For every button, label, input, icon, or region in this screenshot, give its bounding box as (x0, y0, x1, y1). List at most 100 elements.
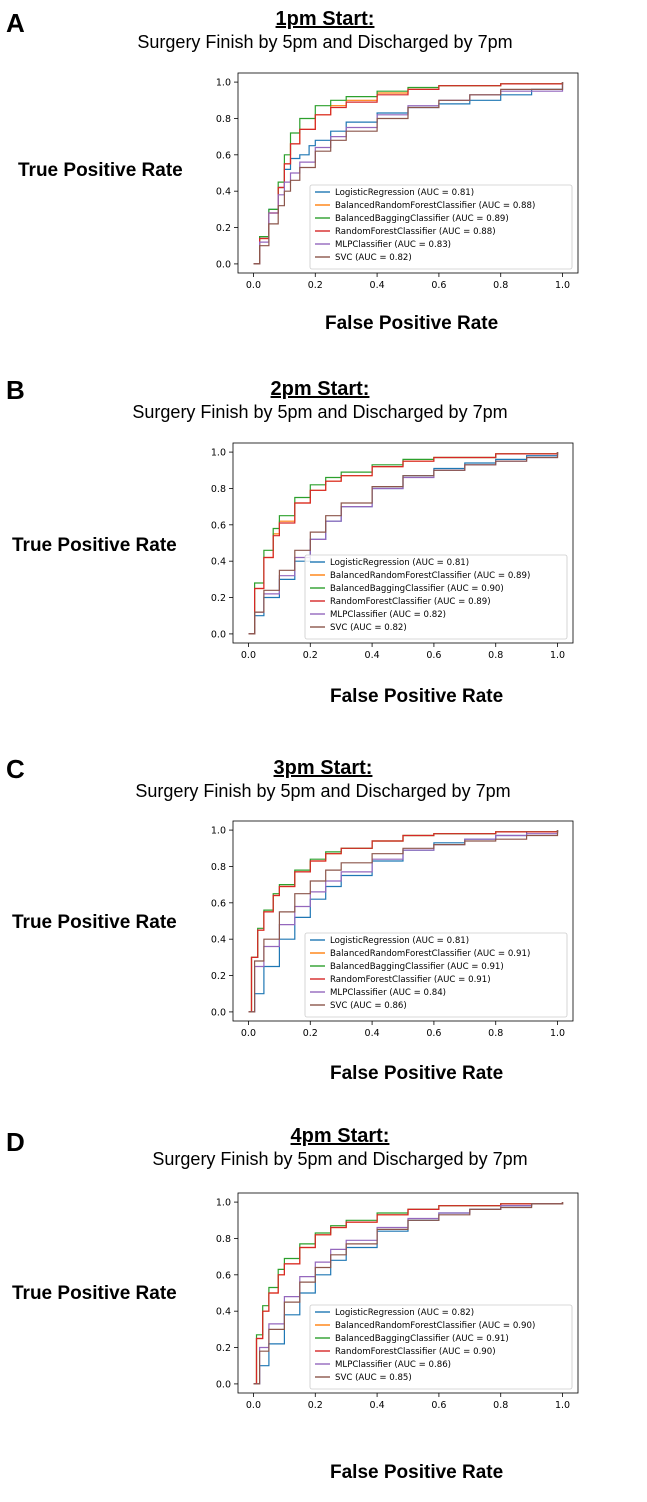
panel-title: 1pm Start: (275, 8, 375, 30)
legend-entry: BalancedRandomForestClassifier (AUC = 0.… (330, 571, 530, 581)
legend-box (304, 932, 568, 1018)
legend-box (304, 554, 568, 640)
panel-letter: B (6, 375, 25, 405)
panel-letter: D (6, 1127, 25, 1157)
x-axis-label: False Positive Rate (330, 1063, 504, 1084)
legend-entry: LogisticRegression (AUC = 0.81) (330, 558, 469, 568)
x-tick-label: 0.6 (431, 280, 446, 291)
x-tick-label: 0.4 (365, 650, 380, 661)
legend-entry: BalancedRandomForestClassifier (AUC = 0.… (335, 201, 535, 211)
roc-curve (253, 82, 564, 265)
x-tick-label: 0.2 (308, 280, 323, 291)
x-axis-label: False Positive Rate (325, 313, 499, 334)
x-tick-label: 0.4 (365, 1028, 380, 1039)
roc-plot: 0.0 0.2 0.4 0.6 0.8 1.0 0.0 0.2 0.4 0.6 0.8 1.0 Logi… (211, 820, 574, 1039)
x-tick-label: 1.0 (550, 1028, 565, 1039)
roc-curve (253, 1202, 564, 1385)
legend-entry: RandomForestClassifier (AUC = 0.91) (330, 975, 491, 985)
y-tick-label: 0.0 (211, 629, 226, 640)
legend-box (309, 184, 573, 270)
y-tick-label: 0.4 (216, 187, 231, 198)
legend-box (309, 1304, 573, 1390)
y-tick-label: 0.6 (216, 1270, 231, 1281)
y-tick-label: 0.6 (211, 520, 226, 531)
y-tick-label: 0.8 (211, 862, 226, 873)
panel-title-block: 1pm Start: Surgery Finish by 5pm and Dis… (85, 8, 565, 54)
y-tick-label: 0.2 (216, 1343, 231, 1354)
x-tick-label: 0.8 (488, 650, 503, 661)
panel-subtitle: Surgery Finish by 5pm and Discharged by … (137, 32, 513, 52)
y-axis-label: True Positive Rate (18, 160, 183, 181)
roc-curve (248, 830, 559, 1013)
legend-entry: SVC (AUC = 0.86) (330, 1001, 407, 1011)
legend-entry: MLPClassifier (AUC = 0.83) (335, 240, 451, 250)
x-tick-label: 0.0 (246, 280, 261, 291)
x-tick-label: 0.0 (246, 1400, 261, 1411)
legend-entry: BalancedRandomForestClassifier (AUC = 0.… (330, 949, 530, 959)
panel-b: B 2pm Start: Surgery Finish by 5pm and D… (0, 375, 647, 750)
y-tick-label: 0.2 (211, 593, 226, 604)
legend-entry: RandomForestClassifier (AUC = 0.88) (335, 227, 496, 237)
legend-entry: BalancedBaggingClassifier (AUC = 0.89) (335, 214, 509, 224)
roc-plot: 0.0 0.2 0.4 0.6 0.8 1.0 0.0 0.2 0.4 0.6 0.8 1.0 Logi… (216, 72, 579, 291)
x-tick-label: 0.6 (426, 1028, 441, 1039)
y-tick-label: 0.4 (211, 935, 226, 946)
legend-entry: RandomForestClassifier (AUC = 0.90) (335, 1347, 496, 1357)
panel-title-block: 3pm Start: Surgery Finish by 5pm and Dis… (83, 757, 563, 803)
panel-a: A 1pm Start: Surgery Finish by 5pm and D… (0, 0, 647, 375)
y-tick-label: 1.0 (216, 1198, 231, 1209)
panel-title: 4pm Start: (290, 1125, 390, 1147)
legend-entry: MLPClassifier (AUC = 0.86) (335, 1360, 451, 1370)
x-tick-label: 0.0 (241, 1028, 256, 1039)
x-tick-label: 0.2 (308, 1400, 323, 1411)
y-tick-label: 0.6 (211, 898, 226, 909)
legend-entry: LogisticRegression (AUC = 0.81) (335, 188, 474, 198)
legend-entry: BalancedBaggingClassifier (AUC = 0.91) (330, 962, 504, 972)
y-tick-label: 0.8 (211, 484, 226, 495)
y-tick-label: 0.8 (216, 1234, 231, 1245)
x-tick-label: 0.0 (241, 650, 256, 661)
roc-curve (248, 452, 559, 635)
x-tick-label: 0.8 (493, 1400, 508, 1411)
y-tick-label: 1.0 (211, 826, 226, 837)
roc-plot: 0.0 0.2 0.4 0.6 0.8 1.0 0.0 0.2 0.4 0.6 0.8 1.0 Logi… (216, 1192, 579, 1411)
x-tick-label: 0.4 (370, 280, 385, 291)
y-tick-label: 0.4 (216, 1307, 231, 1318)
y-axis-label: True Positive Rate (12, 535, 177, 556)
legend-entry: SVC (AUC = 0.82) (330, 623, 407, 633)
x-tick-label: 0.8 (493, 280, 508, 291)
y-tick-label: 1.0 (211, 448, 226, 459)
legend-entry: MLPClassifier (AUC = 0.84) (330, 988, 446, 998)
y-tick-label: 0.0 (211, 1007, 226, 1018)
x-tick-label: 0.2 (303, 1028, 318, 1039)
x-axis-label: False Positive Rate (330, 1462, 504, 1483)
panel-subtitle: Surgery Finish by 5pm and Discharged by … (132, 402, 508, 422)
y-axis-label: True Positive Rate (12, 912, 177, 933)
panel-subtitle: Surgery Finish by 5pm and Discharged by … (152, 1149, 528, 1169)
legend-entry: LogisticRegression (AUC = 0.82) (335, 1308, 474, 1318)
x-tick-label: 0.6 (431, 1400, 446, 1411)
x-tick-label: 0.2 (303, 650, 318, 661)
x-tick-label: 0.6 (426, 650, 441, 661)
legend-entry: SVC (AUC = 0.82) (335, 253, 412, 263)
y-tick-label: 0.0 (216, 259, 231, 270)
y-tick-label: 0.4 (211, 557, 226, 568)
y-tick-label: 0.8 (216, 114, 231, 125)
panel-title: 2pm Start: (270, 378, 370, 400)
x-tick-label: 1.0 (555, 1400, 570, 1411)
panel-title: 3pm Start: (273, 757, 373, 779)
y-tick-label: 1.0 (216, 78, 231, 89)
legend-entry: LogisticRegression (AUC = 0.81) (330, 936, 469, 946)
x-tick-label: 1.0 (550, 650, 565, 661)
legend-entry: BalancedBaggingClassifier (AUC = 0.90) (330, 584, 504, 594)
panel-title-block: 4pm Start: Surgery Finish by 5pm and Dis… (100, 1125, 580, 1171)
legend-entry: BalancedRandomForestClassifier (AUC = 0.… (335, 1321, 535, 1331)
legend-entry: RandomForestClassifier (AUC = 0.89) (330, 597, 491, 607)
y-tick-label: 0.6 (216, 150, 231, 161)
y-tick-label: 0.2 (211, 971, 226, 982)
roc-curve (248, 452, 559, 635)
roc-plot: 0.0 0.2 0.4 0.6 0.8 1.0 0.0 0.2 0.4 0.6 0.8 1.0 Logi… (211, 442, 574, 661)
legend-entry: MLPClassifier (AUC = 0.82) (330, 610, 446, 620)
roc-curve (248, 830, 559, 1013)
x-tick-label: 0.8 (488, 1028, 503, 1039)
